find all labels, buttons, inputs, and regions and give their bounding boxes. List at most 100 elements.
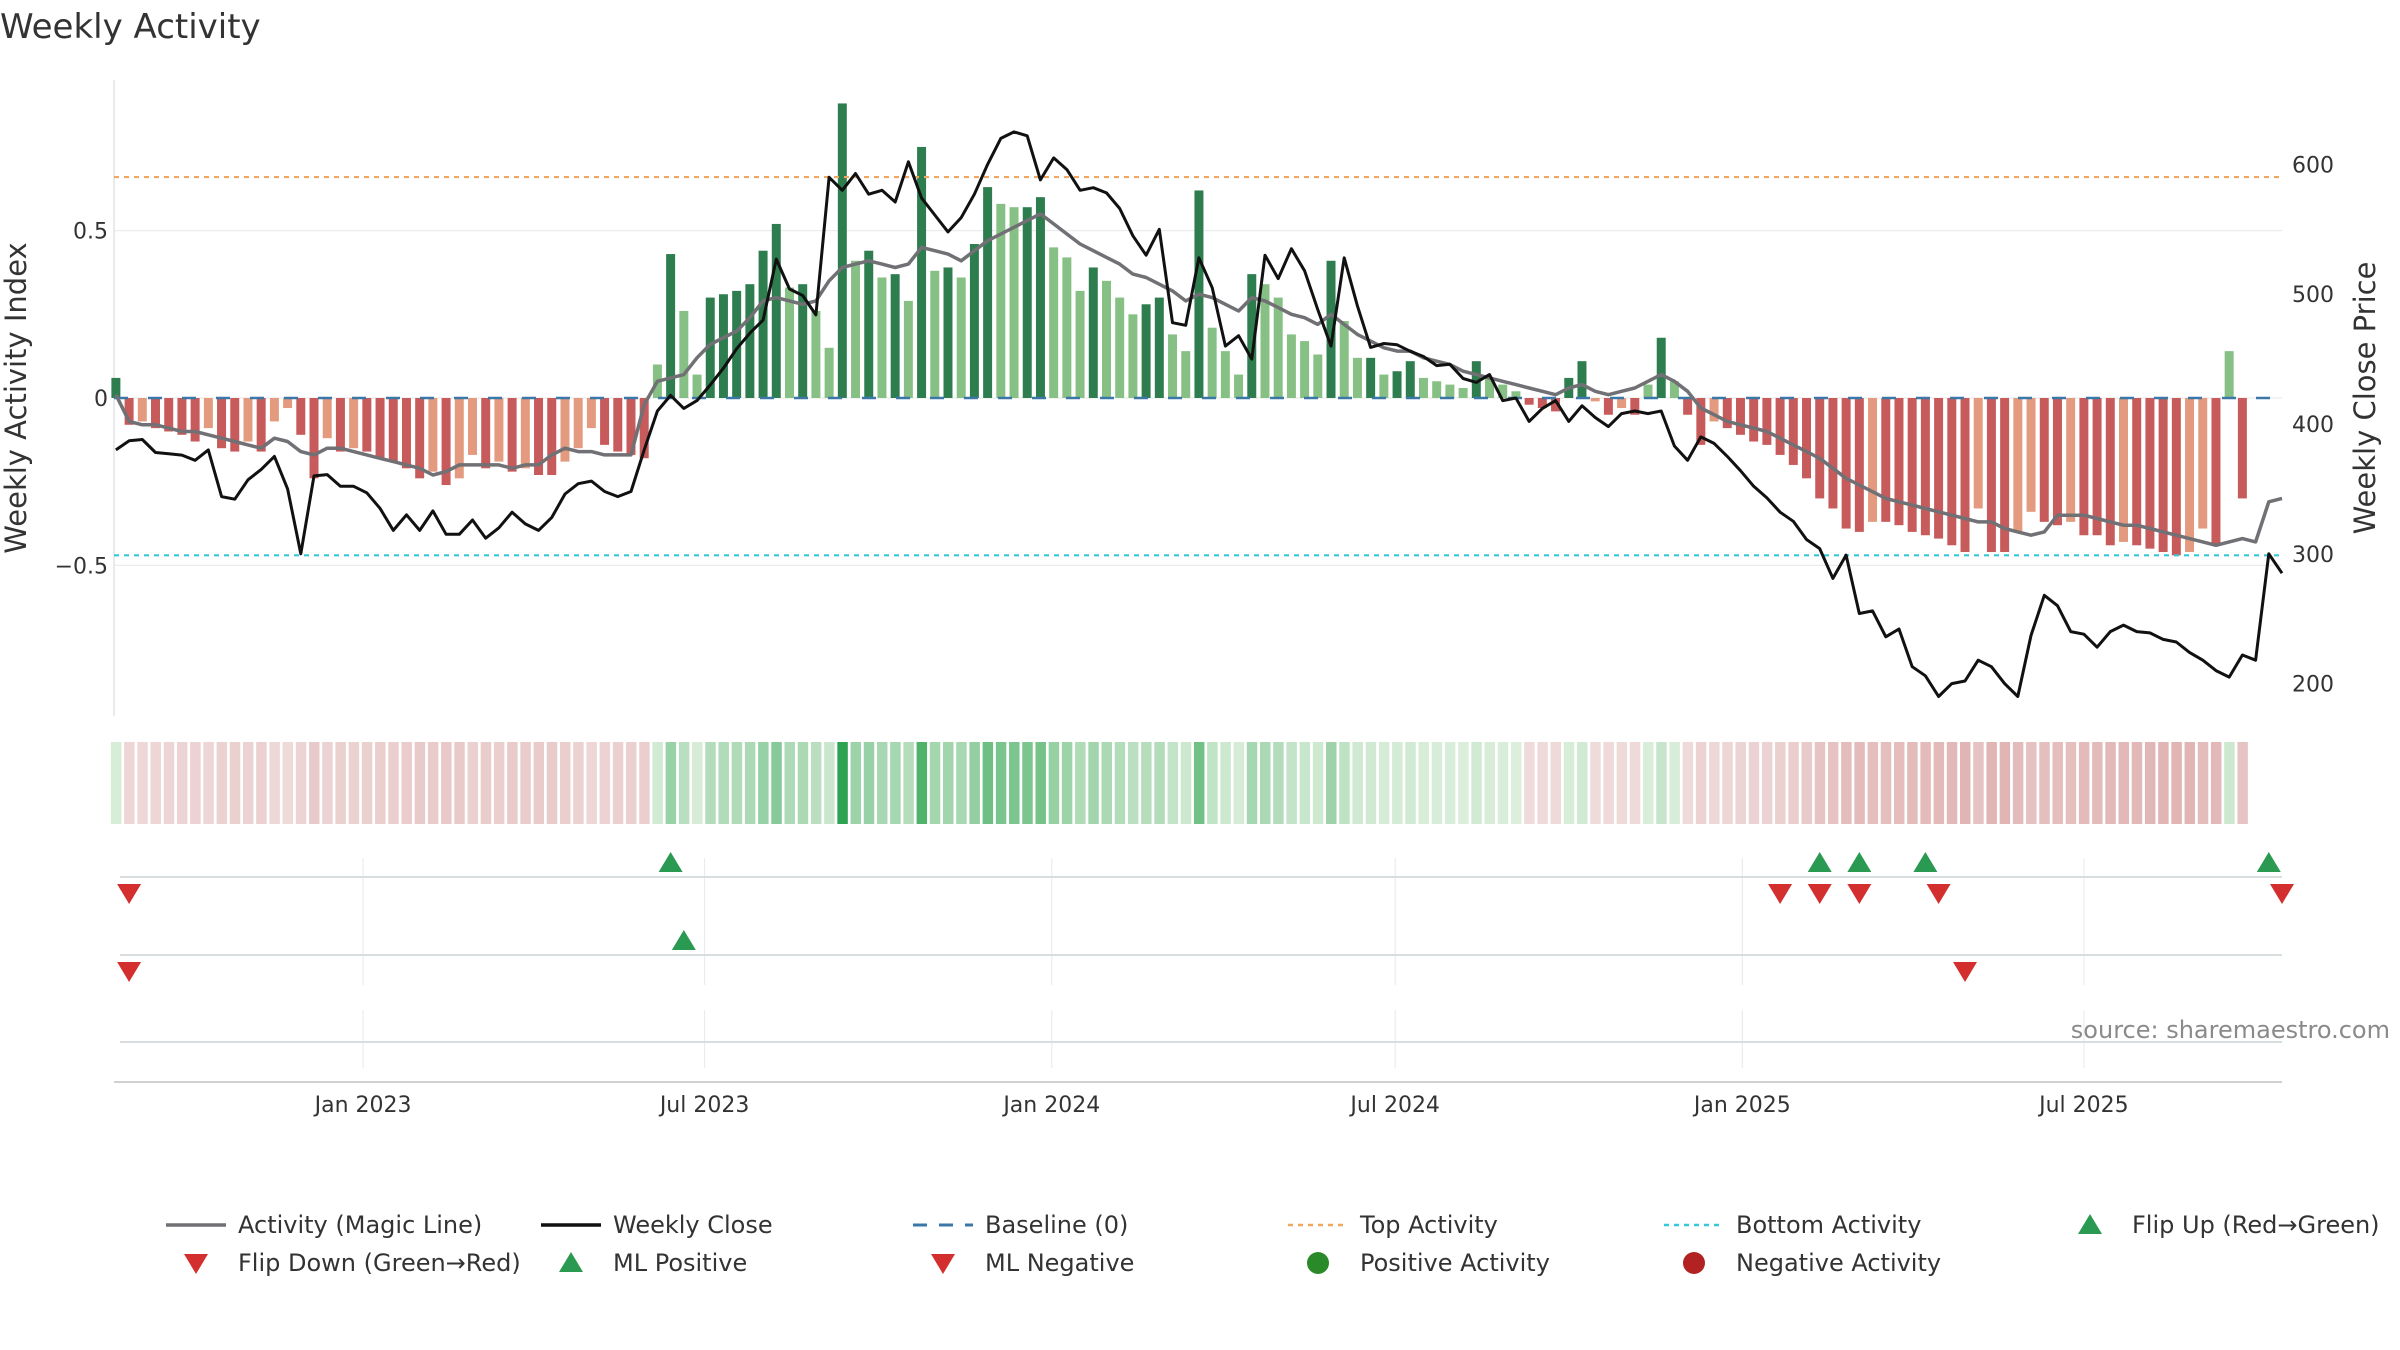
activity-bar bbox=[1868, 398, 1878, 522]
activity-bar bbox=[1207, 327, 1217, 398]
heat-strip-cell bbox=[1510, 742, 1522, 824]
heat-strip-cell bbox=[1009, 742, 1020, 824]
heat-strip-cell bbox=[810, 742, 822, 824]
heat-strip-cell bbox=[2171, 742, 2182, 824]
activity-bar bbox=[626, 398, 636, 455]
activity-bar bbox=[1022, 207, 1032, 398]
activity-bar bbox=[1669, 381, 1679, 398]
activity-bar bbox=[1392, 371, 1402, 398]
activity-bar bbox=[401, 398, 411, 469]
flip-up-marker bbox=[2256, 852, 2281, 872]
activity-bar bbox=[1749, 398, 1759, 442]
activity-bar bbox=[1775, 398, 1785, 455]
activity-bar bbox=[1471, 361, 1481, 398]
heat-strip-cell bbox=[1643, 742, 1654, 824]
heat-strip-cell bbox=[1616, 742, 1628, 824]
heat-strip-cell bbox=[797, 742, 809, 824]
heat-strip-cell bbox=[1048, 742, 1060, 824]
heat-strip-cell bbox=[692, 742, 703, 824]
activity-bar bbox=[1062, 257, 1072, 398]
heat-strip-cell bbox=[1101, 742, 1112, 824]
activity-bar bbox=[996, 203, 1006, 398]
heat-strip-cell bbox=[2210, 742, 2222, 824]
legend-label: Flip Down (Green→Red) bbox=[238, 1249, 521, 1277]
heat-strip-cell bbox=[1893, 742, 1905, 824]
source-note: source: sharemaestro.com bbox=[2071, 1016, 2390, 1044]
ml-positive-marker bbox=[671, 930, 696, 950]
activity-bar bbox=[1075, 290, 1085, 398]
activity-bar bbox=[1986, 398, 1996, 552]
activity-bar bbox=[1260, 284, 1270, 398]
heat-strip-cell bbox=[1656, 742, 1667, 824]
heat-strip-cell bbox=[1141, 742, 1152, 824]
heat-strip-cell bbox=[1960, 742, 1971, 824]
heat-strip-cell bbox=[414, 742, 426, 824]
flip-down-marker bbox=[1768, 884, 1793, 904]
y2-axis-ticks: 600 500 400 300 200 bbox=[2292, 153, 2334, 697]
legend-item: Top Activity bbox=[1288, 1211, 1498, 1239]
activity-bar bbox=[1352, 357, 1362, 398]
activity-bar bbox=[956, 277, 966, 398]
activity-bar bbox=[520, 398, 530, 469]
activity-bar bbox=[1960, 398, 1970, 552]
heat-strip-cell bbox=[1854, 742, 1865, 824]
activity-bar bbox=[1168, 334, 1178, 398]
heat-strip-cell bbox=[2039, 742, 2050, 824]
activity-bar bbox=[811, 310, 821, 398]
legend-item: Weekly Close bbox=[541, 1211, 773, 1239]
heat-strip-cell bbox=[242, 742, 254, 824]
activity-bar bbox=[190, 398, 200, 442]
ml-negative-marker bbox=[117, 962, 142, 982]
legend-label: Baseline (0) bbox=[985, 1211, 1128, 1239]
heat-strip-cell bbox=[1114, 742, 1126, 824]
heat-strip-cell bbox=[1999, 742, 2011, 824]
activity-bar bbox=[1379, 374, 1389, 398]
heat-strip-cell bbox=[890, 742, 901, 824]
flip-up-marker bbox=[1913, 852, 1938, 872]
heat-strip-cell bbox=[2184, 742, 2196, 824]
flip-down-marker bbox=[1847, 884, 1872, 904]
flip-down-marker bbox=[1926, 884, 1951, 904]
activity-bar bbox=[930, 270, 940, 398]
y-tick-label: 0 bbox=[94, 387, 108, 412]
heat-strip-cell bbox=[533, 742, 545, 824]
activity-bar bbox=[1841, 398, 1851, 529]
heat-strip-cell bbox=[1946, 742, 1958, 824]
heat-strip-cell bbox=[1550, 742, 1562, 824]
activity-bar bbox=[2066, 398, 2076, 522]
activity-bar bbox=[917, 146, 927, 398]
heat-strip-cell bbox=[758, 742, 769, 824]
activity-bar bbox=[2000, 398, 2010, 552]
legend-label: Activity (Magic Line) bbox=[238, 1211, 482, 1239]
heat-strip-cell bbox=[903, 742, 914, 824]
heat-strip-cell bbox=[163, 742, 175, 824]
legend-label: Negative Activity bbox=[1736, 1249, 1941, 1277]
activity-bar bbox=[890, 274, 900, 398]
heat-strip-cell bbox=[1537, 742, 1548, 824]
flip-up-marker bbox=[658, 852, 683, 872]
legend-swatch bbox=[931, 1254, 955, 1274]
activity-bar bbox=[2105, 398, 2115, 546]
activity-bar bbox=[164, 398, 174, 432]
legend-item: Flip Down (Green→Red) bbox=[184, 1249, 521, 1277]
heat-strip-cell bbox=[1207, 742, 1218, 824]
activity-bar bbox=[217, 398, 227, 449]
activity-bar bbox=[1154, 297, 1164, 398]
heat-strip-cell bbox=[1827, 742, 1839, 824]
activity-bar bbox=[1286, 334, 1296, 398]
activity-bar bbox=[2171, 398, 2181, 556]
activity-bar bbox=[177, 398, 187, 435]
heat-strip-cell bbox=[718, 742, 729, 824]
activity-bar bbox=[1630, 398, 1640, 415]
heat-strip-cell bbox=[1220, 742, 1231, 824]
heat-strip-cell bbox=[2105, 742, 2116, 824]
heat-strip-cell bbox=[1682, 742, 1694, 824]
heat-strip-cell bbox=[1867, 742, 1879, 824]
activity-bar bbox=[335, 398, 345, 452]
legend-label: Weekly Close bbox=[613, 1211, 773, 1239]
activity-bar bbox=[1802, 398, 1812, 479]
activity-bar bbox=[481, 398, 491, 469]
activity-bar bbox=[1722, 398, 1732, 429]
activity-bar bbox=[441, 398, 451, 486]
activity-bar bbox=[864, 250, 874, 398]
